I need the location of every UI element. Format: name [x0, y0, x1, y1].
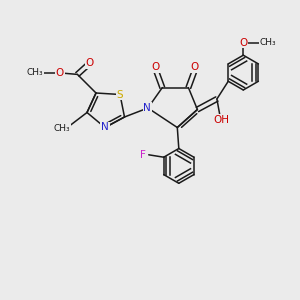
Text: O: O	[239, 38, 248, 48]
Text: OH: OH	[213, 115, 230, 125]
Text: S: S	[117, 89, 123, 100]
Text: N: N	[143, 103, 151, 113]
Text: CH₃: CH₃	[27, 68, 44, 77]
Text: O: O	[86, 58, 94, 68]
Text: O: O	[152, 62, 160, 72]
Text: O: O	[191, 62, 199, 72]
Text: O: O	[56, 68, 64, 78]
Text: F: F	[140, 150, 146, 160]
Text: CH₃: CH₃	[260, 38, 276, 47]
Text: N: N	[101, 122, 109, 133]
Text: CH₃: CH₃	[54, 124, 70, 133]
